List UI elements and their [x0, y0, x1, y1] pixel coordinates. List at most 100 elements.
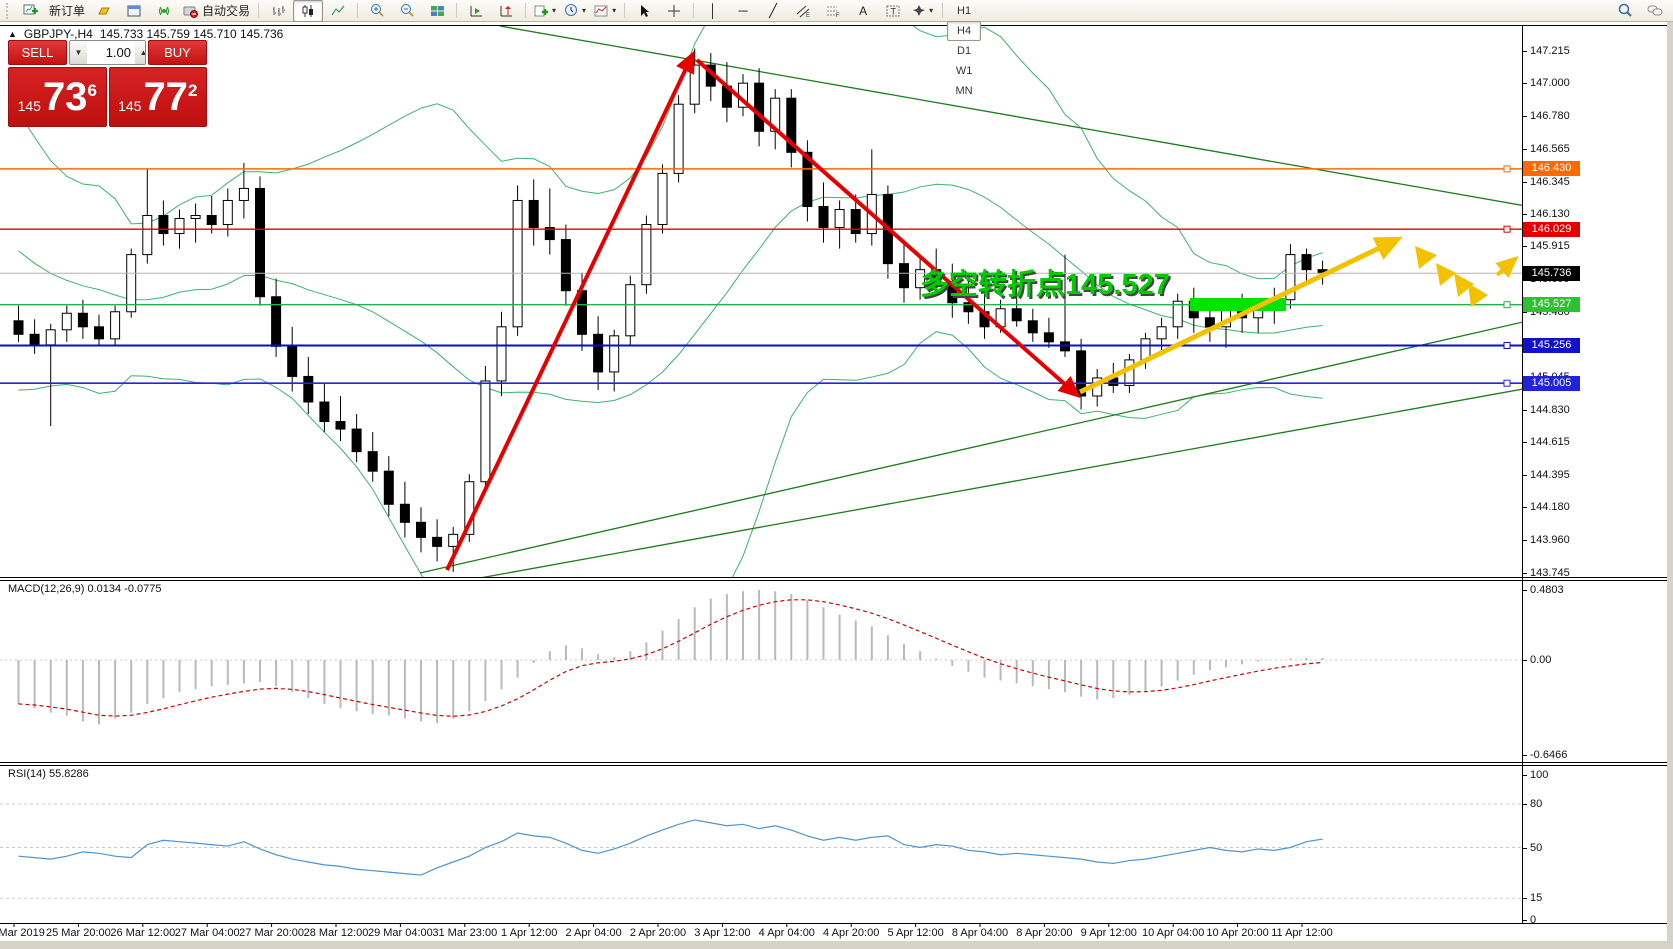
- volume-increase-button[interactable]: ▲: [135, 41, 145, 64]
- resistance-146430-handle[interactable]: [1503, 165, 1511, 173]
- yellow-zigzag-triangle[interactable]: [1468, 283, 1488, 307]
- macd-tick-0.4803-mark: [1522, 590, 1527, 591]
- signal-button[interactable]: [149, 0, 179, 22]
- fibonacci-tool-button[interactable]: F: [818, 0, 848, 22]
- pivot-145527-handle[interactable]: [1503, 301, 1511, 309]
- templates-button[interactable]: ▾: [590, 0, 620, 22]
- candles-chart-button[interactable]: [293, 0, 324, 22]
- rsi-tick-50: 50: [1530, 842, 1543, 854]
- red-down-trend-arrow[interactable]: [695, 58, 1081, 398]
- window-bottom-edge: [0, 941, 1673, 949]
- indicators-icon: [534, 5, 549, 16]
- profile-button[interactable]: [89, 0, 119, 22]
- macd-tick--0.6466-mark: [1522, 755, 1527, 756]
- red-up-trend-arrow[interactable]: [445, 50, 695, 571]
- profile-icon: [98, 7, 110, 14]
- ascending-trendline-lower[interactable]: [480, 385, 1545, 578]
- toolbar-grip[interactable]: [6, 2, 12, 19]
- chart-window: 多空转折点145.527 多空转折点145.527 ▲ GBPJPY-,H4 14…: [0, 22, 1673, 949]
- price-tick-146.345: 146.345: [1530, 176, 1570, 188]
- trendline-tool-button[interactable]: ╱: [758, 0, 788, 22]
- ascending-trendline-upper[interactable]: [419, 317, 1545, 574]
- yellow-zigzag-triangle[interactable]: [1415, 246, 1437, 269]
- timeframe-h4-button[interactable]: H4: [947, 20, 982, 41]
- buy-button[interactable]: BUY: [148, 40, 207, 65]
- window-right-edge: [1667, 22, 1673, 949]
- indicators-button[interactable]: ▾: [530, 0, 560, 22]
- new-order-label: 新订单: [49, 4, 86, 18]
- zoom-in-button[interactable]: [362, 0, 392, 22]
- rsi-tick-100: 100: [1530, 769, 1549, 781]
- rsi-tick-50-mark: [1522, 848, 1527, 849]
- bars-chart-button[interactable]: [263, 0, 293, 22]
- volume-decrease-button[interactable]: ▼: [70, 41, 87, 64]
- hline-tool-button[interactable]: ─: [728, 0, 758, 22]
- candle: [770, 89, 781, 150]
- new-order-button[interactable]: 新订单: [45, 0, 89, 22]
- crosshair-button[interactable]: [659, 0, 689, 22]
- timeframe-mn-button[interactable]: MN: [955, 84, 973, 97]
- candle: [383, 456, 394, 517]
- buy-price-box[interactable]: 145 77 2: [108, 67, 207, 127]
- cursor-button[interactable]: [629, 0, 659, 22]
- collapse-quote-icon[interactable]: ▲: [8, 29, 17, 39]
- pivot-annotation-text[interactable]: 多空转折点145.527: [920, 267, 1170, 301]
- yellow-projection-arrow[interactable]: [1078, 236, 1403, 395]
- timeframe-w1-button[interactable]: W1: [955, 64, 973, 77]
- candle: [1172, 293, 1183, 339]
- svg-text:E: E: [806, 13, 810, 18]
- time-tick-5: 27 Mar 20:00: [239, 927, 305, 939]
- yellow-small-up-arrow[interactable]: [1495, 256, 1519, 279]
- green-highlight-bar[interactable]: [1190, 298, 1286, 311]
- chat-button[interactable]: [1640, 0, 1670, 22]
- zoom-out-button[interactable]: [392, 0, 422, 22]
- tile-windows-icon: [430, 5, 444, 16]
- toolbar-separator: [693, 3, 695, 18]
- sell-price-box[interactable]: 145 73 6: [8, 67, 107, 127]
- support-145005-handle[interactable]: [1503, 379, 1511, 387]
- cursor-icon: [640, 4, 649, 17]
- label-tool-button[interactable]: T: [878, 0, 908, 22]
- line-chart-button[interactable]: [323, 0, 353, 22]
- volume-input[interactable]: [87, 41, 135, 64]
- search-button[interactable]: [1610, 0, 1640, 22]
- main-toolbar: 新订单 自动交易 ▾ ▾: [0, 0, 1673, 97]
- text-tool-button[interactable]: A: [848, 0, 878, 22]
- data-window-button[interactable]: [119, 0, 149, 22]
- price-tick-143.960-mark: [1522, 540, 1527, 541]
- timeframe-d1-button[interactable]: D1: [957, 44, 972, 57]
- auto-scroll-icon: [470, 5, 482, 16]
- new-chart-button[interactable]: [15, 0, 45, 22]
- time-tick-2: 25 Mar 20:00: [45, 927, 111, 939]
- periods-clock-icon: [565, 4, 578, 16]
- candle: [786, 89, 797, 168]
- time-tick-17: 8 Apr 20:00: [1016, 927, 1073, 939]
- vline-tool-button[interactable]: │: [698, 0, 728, 22]
- candle: [335, 395, 346, 442]
- arrows-tool-button[interactable]: ▾: [908, 0, 938, 22]
- candle: [899, 239, 909, 303]
- bollinger-lower-band: [18, 331, 1323, 577]
- sell-price-big: 73: [42, 75, 88, 119]
- timeframe-h1-button[interactable]: H1: [957, 4, 972, 17]
- periods-button[interactable]: ▾: [560, 0, 590, 22]
- tile-windows-button[interactable]: [422, 0, 452, 22]
- auto-scroll-button[interactable]: [461, 0, 491, 22]
- time-tick-4: 27 Mar 04:00: [174, 927, 240, 939]
- support-145256-handle[interactable]: [1503, 341, 1511, 349]
- sell-button[interactable]: SELL: [8, 40, 67, 65]
- zoom-in-icon: [370, 4, 384, 17]
- time-tick-7: 29 Mar 04:00: [367, 927, 433, 939]
- yellow-zigzag-triangle[interactable]: [1436, 263, 1456, 286]
- resistance-146029-handle[interactable]: [1503, 225, 1511, 233]
- autotrading-label: 自动交易: [202, 4, 251, 18]
- annotation-shadow: 多空转折点145.527: [922, 269, 1172, 303]
- chart-shift-button[interactable]: [491, 0, 521, 22]
- yellow-zigzag-triangle[interactable]: [1454, 273, 1474, 297]
- signal-icon: [158, 6, 169, 15]
- autotrading-button[interactable]: 自动交易: [179, 0, 254, 22]
- candle: [1301, 248, 1312, 282]
- channel-tool-button[interactable]: E: [788, 0, 818, 22]
- price-tick-147.000: 147.000: [1530, 77, 1570, 89]
